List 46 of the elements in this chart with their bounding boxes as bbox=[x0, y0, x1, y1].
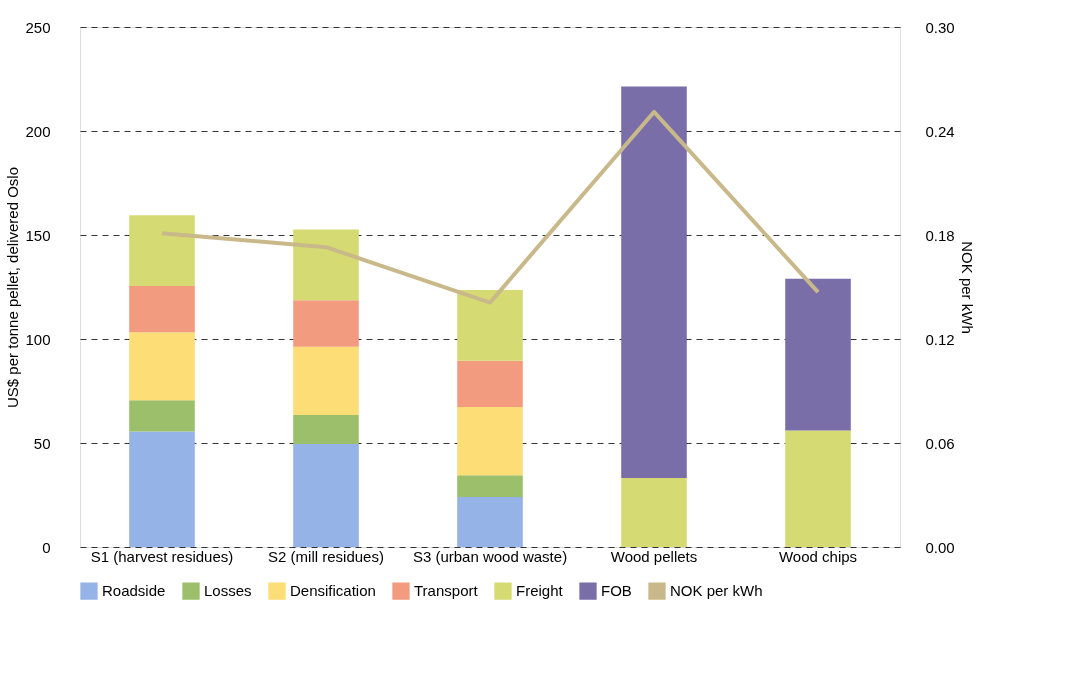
bar bbox=[457, 360, 523, 408]
bar bbox=[129, 431, 195, 547]
y-tick-label: 0 bbox=[42, 538, 51, 556]
y-axis-title: US$ per tonne pellet, delivered Oslo bbox=[4, 167, 22, 408]
y2-tick-label: 0.00 bbox=[925, 538, 955, 556]
legend-label: Roadside bbox=[102, 582, 166, 600]
bar bbox=[293, 444, 359, 547]
x-tick-label: S1 (harvest residues) bbox=[90, 547, 234, 565]
legend-label: Freight bbox=[516, 582, 564, 600]
bar bbox=[129, 285, 195, 333]
legend-label: Transport bbox=[414, 582, 479, 600]
legend-label: Densification bbox=[290, 582, 376, 600]
y2-tick-label: 0.06 bbox=[925, 434, 955, 452]
y2-tick-label: 0.30 bbox=[925, 18, 955, 36]
y2-axis-title: NOK per kWh bbox=[958, 241, 976, 334]
y-tick-label: 150 bbox=[25, 226, 51, 244]
legend-label: NOK per kWh bbox=[670, 582, 763, 600]
bar bbox=[621, 86, 687, 478]
bar bbox=[293, 300, 359, 347]
bar bbox=[621, 477, 687, 547]
line-series bbox=[160, 109, 820, 305]
bar bbox=[129, 332, 195, 401]
bar bbox=[785, 430, 851, 547]
x-tick-label: S3 (urban wood waste) bbox=[412, 547, 568, 565]
y-tick-label: 100 bbox=[25, 330, 51, 348]
bar bbox=[457, 407, 523, 476]
bar bbox=[457, 497, 523, 547]
x-tick-label: Wood chips bbox=[778, 547, 858, 565]
bar bbox=[457, 475, 523, 498]
bar bbox=[293, 414, 359, 445]
y-tick-label: 250 bbox=[25, 18, 51, 36]
bar bbox=[785, 278, 851, 431]
x-tick-label: S2 (mill residues) bbox=[268, 547, 384, 565]
legend-label: Losses bbox=[204, 582, 252, 600]
x-tick-label: Wood pellets bbox=[610, 547, 698, 565]
bar bbox=[293, 229, 359, 301]
y2-tick-label: 0.18 bbox=[925, 226, 955, 244]
bar bbox=[129, 215, 195, 286]
y2-tick-label: 0.12 bbox=[925, 330, 955, 348]
y-tick-label: 200 bbox=[25, 122, 51, 140]
y2-tick-label: 0.24 bbox=[925, 122, 955, 140]
legend-label: FOB bbox=[601, 582, 632, 600]
bar bbox=[457, 289, 523, 361]
bar bbox=[129, 400, 195, 432]
y-tick-label: 50 bbox=[33, 434, 51, 452]
bar bbox=[293, 346, 359, 415]
